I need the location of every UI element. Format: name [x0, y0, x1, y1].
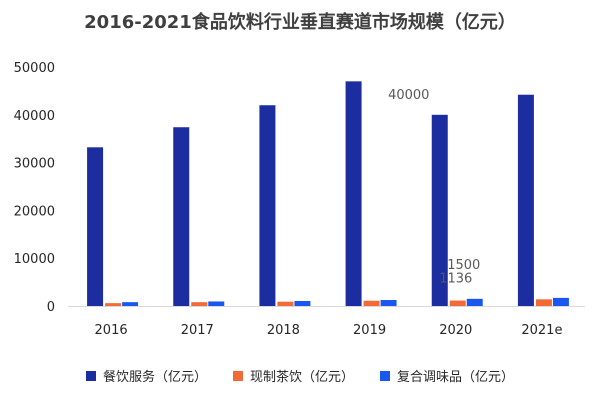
- y-tick-label-10000: 10000: [14, 252, 55, 267]
- legend-item-tea-drinks: 现制茶饮（亿元）: [232, 366, 354, 385]
- y-tick-label-0: 0: [47, 300, 55, 315]
- bar-seasoning-2019: [380, 300, 397, 306]
- bar-seasoning-2021e: [552, 297, 569, 306]
- legend-swatch-catering: [85, 370, 96, 381]
- bar-seasoning-2016: [122, 302, 139, 306]
- bar-catering-2019: [345, 81, 362, 306]
- chart-legend: 餐饮服务（亿元） 现制茶饮（亿元） 复合调味品（亿元）: [0, 366, 600, 385]
- x-tick-label-2016: 2016: [95, 323, 128, 338]
- x-tick-label-2020: 2020: [439, 323, 472, 338]
- bar-tea-drinks-2020: [449, 300, 466, 306]
- y-tick-label-40000: 40000: [14, 109, 55, 124]
- legend-swatch-seasoning: [380, 370, 390, 381]
- bar-tea-drinks-2017: [191, 302, 208, 306]
- bar-tea-drinks-2021e: [535, 299, 552, 306]
- x-tick-label-2019: 2019: [353, 323, 386, 338]
- bar-seasoning-2018: [294, 300, 311, 306]
- data-label-tea-drinks-2020: 1136: [439, 272, 472, 287]
- data-label-catering-2020: 40000: [388, 88, 429, 103]
- bar-seasoning-2020: [466, 298, 483, 306]
- chart-title: 2016-2021食品饮料行业垂直赛道市场规模（亿元）: [84, 12, 516, 33]
- bar-tea-drinks-2016: [105, 303, 122, 306]
- bar-tea-drinks-2018: [277, 301, 294, 306]
- bar-seasoning-2017: [208, 301, 225, 306]
- legend-swatch-tea-drinks: [232, 370, 243, 381]
- bar-catering-2020: [431, 114, 448, 306]
- y-tick-label-50000: 50000: [14, 61, 55, 76]
- legend-label-seasoning: 复合调味品（亿元）: [397, 370, 515, 385]
- bar-catering-2021e: [517, 94, 534, 306]
- legend-label-catering: 餐饮服务（亿元）: [102, 370, 207, 385]
- x-tick-label-2017: 2017: [181, 323, 214, 338]
- legend-item-seasoning: 复合调味品（亿元）: [380, 366, 514, 385]
- x-tick-label-2021e: 2021e: [521, 323, 562, 338]
- y-tick-label-30000: 30000: [14, 157, 55, 172]
- legend-label-tea-drinks: 现制茶饮（亿元）: [249, 370, 354, 385]
- data-label-seasoning-2020: 1500: [447, 258, 480, 273]
- legend-item-catering: 餐饮服务（亿元）: [85, 366, 207, 385]
- bar-catering-2018: [259, 105, 276, 307]
- y-tick-label-20000: 20000: [14, 204, 55, 219]
- bar-catering-2017: [173, 127, 190, 306]
- x-tick-label-2018: 2018: [267, 323, 300, 338]
- bar-tea-drinks-2019: [363, 300, 380, 306]
- bar-catering-2016: [87, 147, 104, 306]
